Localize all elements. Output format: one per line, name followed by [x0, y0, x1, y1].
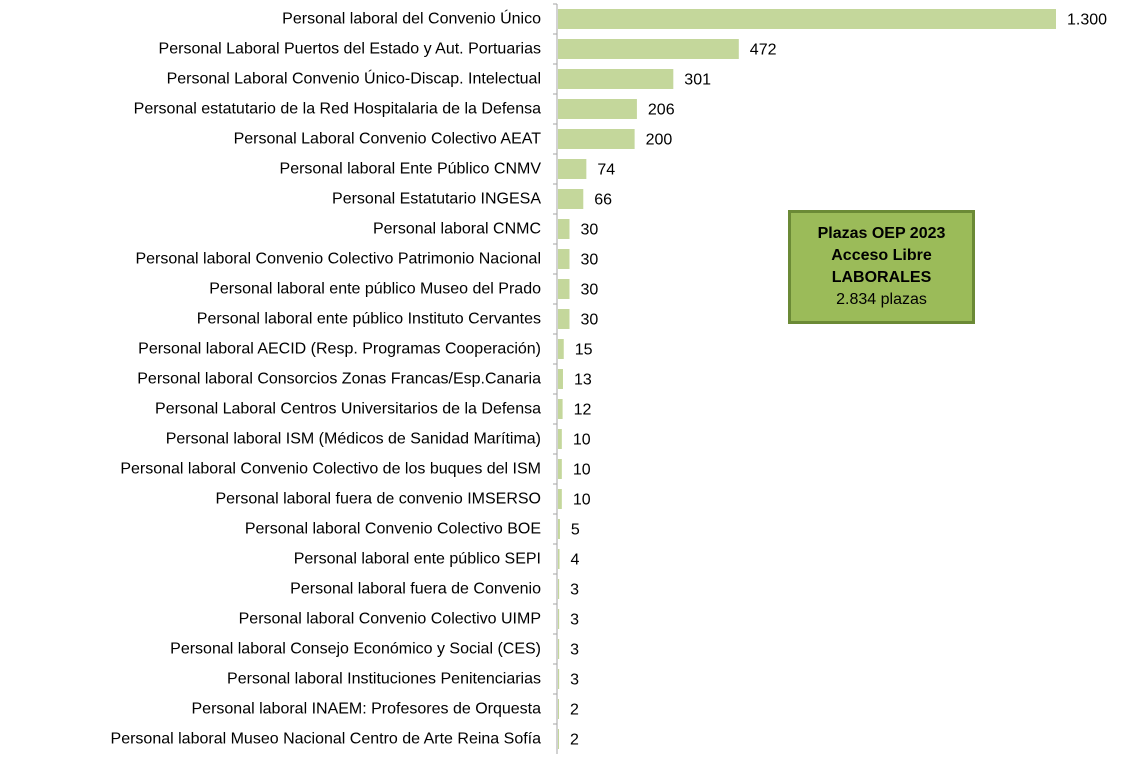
- summary-total: 2.834 plazas: [836, 291, 927, 308]
- bar: [558, 669, 560, 689]
- bar: [558, 279, 570, 299]
- category-label: Personal laboral Convenio Colectivo Patr…: [135, 251, 541, 268]
- category-label: Personal estatutario de la Red Hospitala…: [134, 101, 541, 118]
- value-label: 206: [648, 102, 675, 119]
- category-label: Personal laboral fuera de Convenio: [290, 581, 541, 598]
- category-label: Personal laboral Consorcios Zonas Franca…: [137, 371, 541, 388]
- value-label: 10: [573, 462, 591, 479]
- value-label: 30: [580, 252, 598, 269]
- value-label: 2: [570, 732, 579, 749]
- bar: [558, 309, 570, 329]
- category-label: Personal laboral fuera de convenio IMSER…: [215, 491, 541, 508]
- value-label: 4: [571, 552, 580, 569]
- category-label: Personal laboral AECID (Resp. Programas …: [138, 341, 541, 358]
- bar: [558, 549, 560, 569]
- bar: [558, 399, 563, 419]
- bar: [558, 429, 562, 449]
- value-label: 30: [580, 222, 598, 239]
- category-label: Personal Laboral Convenio Único-Discap. …: [167, 69, 541, 88]
- value-label: 3: [570, 612, 579, 629]
- category-label: Personal laboral Convenio Colectivo de l…: [120, 461, 541, 478]
- bar: [558, 579, 560, 599]
- category-label: Personal laboral ente público Museo del …: [209, 281, 541, 298]
- category-label: Personal Laboral Puertos del Estado y Au…: [159, 41, 541, 58]
- category-label: Personal laboral ente público Instituto …: [197, 311, 541, 328]
- bar: [558, 189, 584, 209]
- value-label: 3: [570, 642, 579, 659]
- bar: [558, 99, 637, 119]
- value-label: 74: [597, 162, 615, 179]
- value-label: 15: [575, 342, 593, 359]
- category-label: Personal Laboral Centros Universitarios …: [155, 401, 541, 418]
- value-label: 10: [573, 492, 591, 509]
- category-label: Personal laboral Consejo Económico y Soc…: [170, 641, 541, 658]
- category-label: Personal laboral CNMC: [373, 221, 541, 238]
- bar: [558, 459, 562, 479]
- category-label: Personal laboral Museo Nacional Centro d…: [111, 731, 542, 748]
- bar: [558, 369, 563, 389]
- bar: [558, 489, 562, 509]
- value-label: 12: [574, 402, 592, 419]
- category-label: Personal laboral ente público SEPI: [294, 551, 541, 568]
- summary-category: LABORALES: [831, 269, 932, 286]
- value-label: 10: [573, 432, 591, 449]
- summary-title: Plazas OEP 2023: [817, 225, 946, 242]
- value-label: 30: [580, 312, 598, 329]
- value-label: 13: [574, 372, 592, 389]
- category-label: Personal laboral Convenio Colectivo UIMP: [239, 611, 541, 628]
- category-label: Personal laboral Convenio Colectivo BOE: [245, 521, 541, 538]
- bar: [558, 249, 570, 269]
- category-label: Personal laboral del Convenio Único: [282, 9, 541, 28]
- bar: [558, 609, 560, 629]
- bar: [558, 339, 564, 359]
- category-label: Personal laboral ISM (Médicos de Sanidad…: [166, 431, 541, 448]
- category-label: Personal Estatutario INGESA: [332, 191, 541, 208]
- category-label: Personal laboral Instituciones Penitenci…: [227, 671, 541, 688]
- bar: [558, 129, 635, 149]
- bar: [558, 519, 560, 539]
- bar: [558, 159, 587, 179]
- value-label: 301: [684, 72, 711, 89]
- value-label: 1.300: [1067, 12, 1107, 29]
- category-label: Personal laboral Ente Público CNMV: [280, 161, 542, 178]
- value-label: 66: [594, 192, 612, 209]
- value-label: 3: [570, 582, 579, 599]
- bar: [558, 219, 570, 239]
- value-label: 5: [571, 522, 580, 539]
- bar: [558, 9, 1056, 29]
- value-label: 472: [750, 42, 777, 59]
- bar: [558, 729, 559, 749]
- bar: [558, 39, 739, 59]
- bar: [558, 639, 560, 659]
- category-label: Personal laboral INAEM: Profesores de Or…: [192, 701, 542, 718]
- category-label: Personal Laboral Convenio Colectivo AEAT: [234, 131, 542, 148]
- summary-subtitle: Acceso Libre: [831, 247, 932, 264]
- bar: [558, 699, 559, 719]
- summary-box: Plazas OEP 2023 Acceso Libre LABORALES 2…: [788, 210, 975, 324]
- value-label: 30: [580, 282, 598, 299]
- value-label: 200: [646, 132, 673, 149]
- value-label: 3: [570, 672, 579, 689]
- value-label: 2: [570, 702, 579, 719]
- bar: [558, 69, 674, 89]
